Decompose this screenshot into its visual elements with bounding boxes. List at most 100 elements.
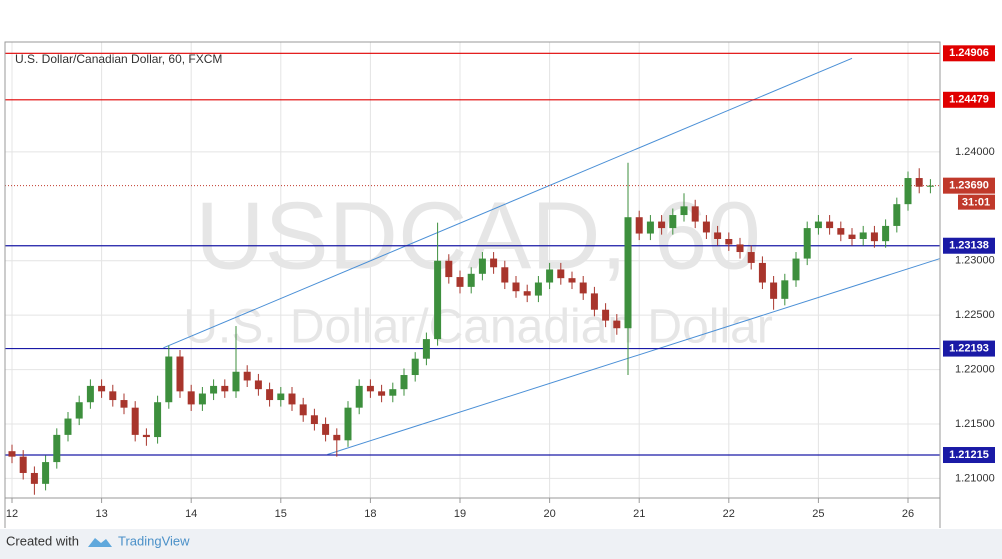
candle-body	[870, 232, 878, 242]
candle-body	[165, 356, 173, 403]
candle-body	[557, 269, 565, 279]
x-tick-label: 18	[364, 508, 376, 520]
candle-body	[613, 320, 621, 329]
candle-body	[366, 385, 374, 392]
level-label-box	[943, 340, 995, 357]
candle-body	[400, 375, 408, 390]
level-label: 1.23138	[949, 240, 989, 252]
candle-body	[624, 217, 632, 329]
level-label-box	[943, 91, 995, 108]
candle-body	[814, 221, 822, 229]
candle-body	[882, 225, 890, 242]
candle-body	[187, 391, 195, 405]
x-tick-label: 21	[633, 508, 645, 520]
candle-body	[322, 423, 330, 435]
candle-body	[568, 278, 576, 283]
candle-body	[781, 280, 789, 299]
countdown: 31:01	[962, 197, 990, 209]
current-price-box	[943, 177, 995, 194]
candle-body	[75, 402, 83, 419]
candle-body	[725, 238, 733, 245]
candle-body	[310, 415, 318, 424]
candle-body	[792, 258, 800, 281]
candle-body	[142, 434, 150, 438]
candle-body	[221, 385, 229, 392]
candle-body	[714, 232, 722, 239]
candle-body	[501, 267, 509, 283]
y-tick-label: 1.23000	[955, 255, 995, 267]
candle-body	[590, 293, 598, 310]
candle-body	[64, 418, 72, 435]
x-tick-label: 15	[275, 508, 287, 520]
footer-bar	[0, 529, 1002, 559]
candle-body	[266, 389, 274, 401]
footer-brand[interactable]: TradingView	[118, 533, 190, 548]
candle-body	[736, 244, 744, 253]
candle-body	[8, 451, 16, 457]
x-tick-label: 14	[185, 508, 197, 520]
candle-body	[344, 407, 352, 441]
candle-body	[478, 258, 486, 274]
candle-body	[848, 234, 856, 239]
current-price-label: 1.23690	[949, 180, 989, 192]
candle-body	[445, 260, 453, 278]
candle-body	[747, 252, 755, 263]
y-tick-label: 1.22500	[955, 309, 995, 321]
x-tick-label: 26	[902, 508, 914, 520]
candle-body	[893, 204, 901, 226]
plot	[5, 52, 941, 495]
candle-body	[422, 339, 430, 359]
candle-body	[378, 391, 386, 396]
candle-body	[770, 282, 778, 299]
level-label-box	[943, 45, 995, 62]
x-tick-label: 13	[95, 508, 107, 520]
countdown-box	[958, 194, 995, 210]
candle-body	[131, 407, 139, 435]
candle-body	[434, 260, 442, 340]
candle-body	[411, 358, 419, 376]
watermark: USDCAD, 60	[195, 182, 761, 289]
x-tick-label: 19	[454, 508, 466, 520]
level-label-box	[943, 447, 995, 464]
x-tick-label: 22	[723, 508, 735, 520]
candle-body	[691, 206, 699, 222]
grid	[5, 42, 940, 498]
candle-body	[333, 434, 341, 441]
candle-body	[42, 462, 50, 484]
candle-body	[198, 393, 206, 405]
candle-body	[109, 391, 117, 401]
logo	[88, 538, 112, 547]
candle-body	[86, 385, 94, 403]
candle-body	[512, 282, 520, 292]
candle-body	[254, 380, 262, 390]
x-tick-label: 12	[6, 508, 18, 520]
y-tick-label: 1.22000	[955, 363, 995, 375]
candle-body	[826, 221, 834, 229]
candle-body	[602, 309, 610, 321]
candle-body	[490, 258, 498, 268]
candle-body	[658, 221, 666, 229]
candle-body	[210, 385, 218, 394]
candle-body	[389, 389, 397, 396]
candle-body	[680, 206, 688, 216]
candle-body	[669, 215, 677, 229]
level-label: 1.22193	[949, 342, 989, 354]
candle-body	[904, 178, 912, 205]
level-label: 1.24906	[949, 47, 989, 59]
candle-body	[837, 228, 845, 235]
candle-body	[355, 385, 363, 408]
candle-body	[30, 472, 38, 484]
candle-body	[98, 385, 106, 392]
candle-body	[467, 273, 475, 287]
candle-body	[758, 262, 766, 283]
candle-body	[646, 221, 654, 234]
level-label-box	[943, 237, 995, 254]
chart-title: U.S. Dollar/Canadian Dollar, 60, FXCM	[15, 52, 222, 66]
y-tick-label: 1.21500	[955, 418, 995, 430]
candle-body	[53, 434, 61, 463]
candle-body	[299, 404, 307, 416]
y-tick-label: 1.24000	[955, 146, 995, 158]
candle-body	[232, 371, 240, 392]
